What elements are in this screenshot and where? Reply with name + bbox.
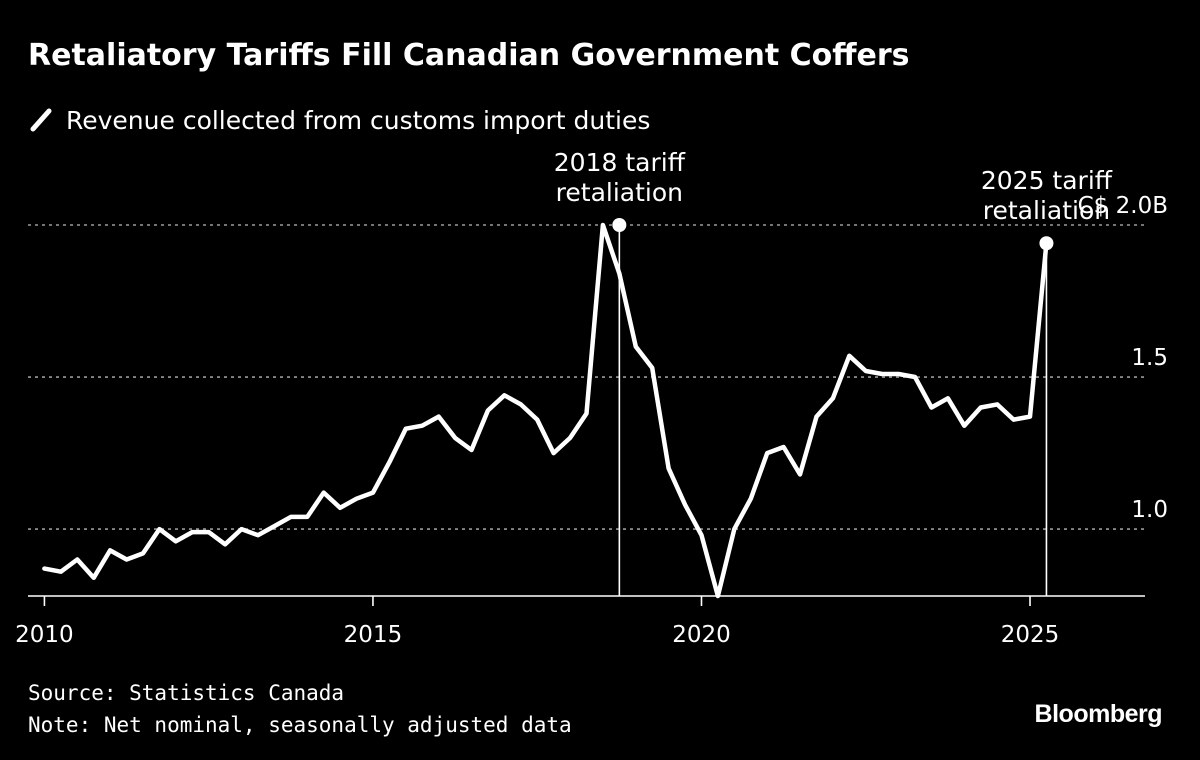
annotation-label: 2025 tariff — [981, 166, 1113, 195]
annotation-label: retaliation — [556, 178, 683, 207]
note-text: Note: Net nominal, seasonally adjusted d… — [28, 713, 572, 737]
x-axis-labels: 2010 2015 2020 2025 — [15, 622, 1059, 648]
source-text: Source: Statistics Canada — [28, 681, 345, 705]
x-tick-label: 2025 — [1001, 622, 1060, 648]
annotation-lines — [618, 225, 1048, 596]
legend-label: Revenue collected from customs import du… — [66, 105, 651, 135]
y-axis-labels: C$ 2.0B 1.5 1.0 — [1078, 193, 1168, 523]
annotation-point — [612, 218, 627, 232]
legend: Revenue collected from customs import du… — [28, 104, 650, 136]
bloomberg-logo: Bloomberg — [1034, 700, 1163, 728]
y-tick-label: 1.0 — [1131, 497, 1168, 523]
chart-title: Retaliatory Tariffs Fill Canadian Govern… — [28, 38, 910, 73]
gridlines — [28, 224, 1145, 530]
x-tick-label: 2010 — [15, 622, 74, 648]
annotation-points — [612, 218, 1054, 251]
annotation-label: retaliation — [983, 196, 1110, 225]
x-axis — [28, 595, 1145, 606]
annotation-point — [1039, 236, 1054, 251]
x-tick-label: 2015 — [344, 622, 403, 648]
annotation-label: 2018 tariff — [554, 148, 686, 177]
x-tick-label: 2020 — [672, 622, 731, 648]
legend-line-icon — [30, 108, 52, 132]
y-tick-label: C$ 2.0B — [1078, 193, 1168, 219]
series-line — [42, 222, 1049, 599]
series-layer — [42, 222, 1049, 599]
footer: Source: Statistics Canada Note: Net nomi… — [28, 677, 572, 741]
y-tick-label: 1.5 — [1131, 345, 1168, 371]
